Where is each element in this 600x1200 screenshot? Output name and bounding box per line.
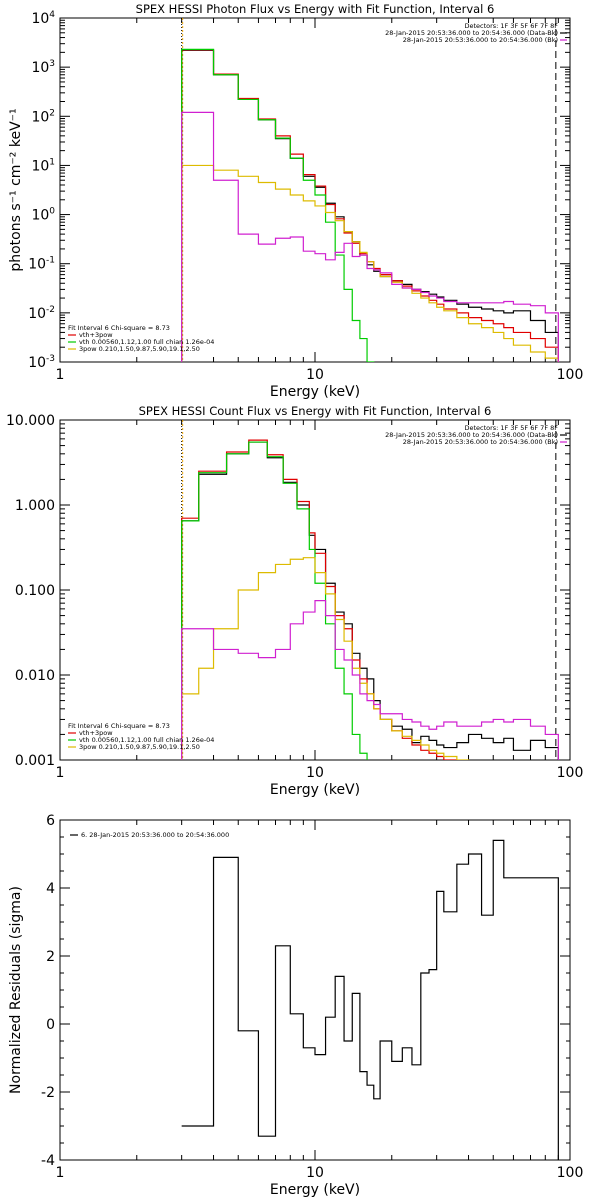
series-line-3 <box>181 48 559 362</box>
y-axis-label: photons s⁻¹ cm⁻² keV⁻¹ <box>8 108 24 271</box>
x-tick-label: 10 <box>306 1165 324 1181</box>
series-line-3 <box>181 441 559 760</box>
y-tick-label: 104 <box>31 10 55 27</box>
series-line-5 <box>181 600 559 760</box>
y-tick-label: 1.000 <box>15 498 55 514</box>
y-tick-label: 10-2 <box>28 305 55 322</box>
legend-label: vth+3pow <box>79 729 113 737</box>
y-tick-label: 6 <box>46 813 55 829</box>
y-tick-label: 100 <box>31 207 55 224</box>
legend-label: 3pow 0.210,1.50,9.87,5.90,19.1,2.50 <box>79 345 200 353</box>
x-tick-label: 100 <box>557 1165 584 1181</box>
legend-label: vth+3pow <box>79 331 113 339</box>
y-tick-label: 10.000 <box>6 413 55 429</box>
y-tick-label: 102 <box>31 108 55 125</box>
x-tick-label: 1 <box>56 367 65 383</box>
plot-frame <box>59 419 571 761</box>
y-axis-label: Normalized Residuals (sigma) <box>8 886 24 1094</box>
legend-title: Fit Interval 6 Chi-square = 8.73 <box>68 324 170 332</box>
y-tick-label: 0 <box>46 1017 55 1033</box>
x-tick-label: 1 <box>56 1165 65 1181</box>
legend-label: 6. 28-Jan-2015 20:53:36.000 to 20:54:36.… <box>81 831 229 839</box>
chart-title: SPEX HESSI Photon Flux vs Energy with Fi… <box>136 2 495 16</box>
header-annotation: 28-Jan-2015 20:53:36.000 to 20:54:36.000… <box>403 438 558 446</box>
x-tick-label: 100 <box>557 765 584 781</box>
chart-panel-3: 1 10 100 -4 -2 0 2 4 6 Energy (keV) Normalized Res… <box>8 813 583 1198</box>
header-annotation: 28-Jan-2015 20:53:36.000 to 20:54:36.000… <box>385 431 558 439</box>
x-tick-label: 10 <box>306 367 324 383</box>
header-annotation: Detectors: 1F 3F 5F 6F 7F 8F <box>464 424 558 432</box>
x-axis-label: Energy (keV) <box>270 1182 360 1198</box>
header-annotation: 28-Jan-2015 20:53:36.000 to 20:54:36.000… <box>385 29 558 37</box>
y-tick-label: 0.100 <box>15 583 55 599</box>
y-tick-label: 2 <box>46 949 55 965</box>
legend-label: vth 0.00560,1.12,1.00 full chian 1.26e-0… <box>79 736 214 744</box>
y-tick-label: 10-3 <box>28 354 55 371</box>
series-line-5 <box>181 111 559 362</box>
y-tick-label: -2 <box>41 1085 55 1101</box>
x-axis-label: Energy (keV) <box>270 782 360 798</box>
y-tick-label: 0.010 <box>15 668 55 684</box>
series-group <box>181 439 559 760</box>
x-tick-label: 10 <box>306 765 324 781</box>
series-group <box>181 48 559 362</box>
series-group <box>181 839 559 1160</box>
header-annotation: 28-Jan-2015 20:53:36.000 to 20:54:36.000… <box>403 36 558 44</box>
x-axis-label: Energy (keV) <box>270 384 360 400</box>
y-tick-label: 101 <box>31 157 55 174</box>
legend-title: Fit Interval 6 Chi-square = 8.73 <box>68 722 170 730</box>
y-tick-label: 10-1 <box>28 256 55 273</box>
y-tick-label: 4 <box>46 881 55 897</box>
series-line-4 <box>181 164 559 362</box>
legend-label: vth 0.00560,1.12,1.00 full chian 1.26e-0… <box>79 338 214 346</box>
chart-panel-2: SPEX HESSI Count Flux vs Energy with Fit… <box>6 404 583 798</box>
series-line-1 <box>181 839 559 1160</box>
y-tick-label: 0.001 <box>15 753 55 769</box>
x-tick-label: 1 <box>56 765 65 781</box>
y-tick-label: 103 <box>31 59 55 76</box>
legend-label: 3pow 0.210,1.50,9.87,5.90,19.1,2.50 <box>79 743 200 751</box>
y-tick-label: -4 <box>41 1153 55 1169</box>
header-annotation: Detectors: 1F 3F 5F 6F 7F 8F <box>464 22 558 30</box>
series-line-4 <box>181 557 559 760</box>
chart-title: SPEX HESSI Count Flux vs Energy with Fit… <box>139 404 492 418</box>
chart-panel-1: SPEX HESSI Photon Flux vs Energy with Fi… <box>8 2 583 400</box>
x-tick-label: 100 <box>557 367 584 383</box>
